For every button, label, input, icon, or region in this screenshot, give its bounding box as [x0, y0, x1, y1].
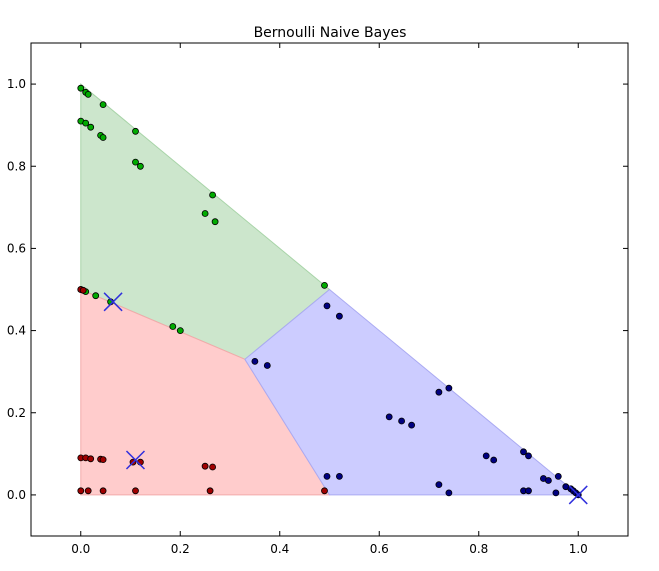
- point-s2-9: [482, 452, 490, 460]
- point-s0-15: [321, 281, 328, 289]
- x-tick-label-5: 1.0: [569, 542, 588, 556]
- x-tick-label-4: 0.8: [469, 542, 488, 556]
- point-s2-23: [445, 489, 453, 497]
- plot-frame: [30, 42, 629, 537]
- point-s2-10: [490, 456, 498, 464]
- point-s2-25: [525, 487, 532, 495]
- x-tick-label-0: 0.0: [71, 542, 90, 556]
- point-s2-21: [552, 489, 560, 497]
- point-s0-5: [87, 123, 95, 131]
- y-tick-label-4: 0.8: [7, 159, 26, 173]
- point-s2-26: [323, 472, 331, 480]
- centroid-marker-1: [125, 450, 146, 470]
- point-s0-20: [169, 323, 177, 330]
- point-s0-10: [132, 158, 139, 166]
- centroid-marker-0: [103, 292, 123, 312]
- point-s0-11: [136, 162, 144, 170]
- point-s2-4: [435, 388, 443, 396]
- point-s1-8: [84, 487, 92, 495]
- point-s1-1: [79, 286, 87, 294]
- point-s2-7: [398, 417, 406, 425]
- point-s0-0: [77, 84, 85, 92]
- plot-area: [30, 42, 629, 537]
- marker-stroke-b: [568, 485, 588, 505]
- y-tick-label-0: 0.0: [7, 488, 26, 502]
- y-axis: 0.0 0.2 0.4 0.6 0.8 1.0: [7, 77, 628, 502]
- point-s0-12: [209, 191, 217, 199]
- centroid-marker-2: [568, 485, 588, 505]
- point-s2-5: [445, 384, 453, 392]
- point-s1-13: [201, 462, 209, 470]
- point-s2-1: [335, 312, 343, 320]
- point-s1-14: [209, 463, 217, 471]
- point-s2-27: [335, 472, 343, 480]
- x-tick-label-2: 0.4: [270, 542, 289, 556]
- point-s2-22: [435, 481, 443, 489]
- point-s0-2: [84, 91, 92, 98]
- point-s2-14: [545, 477, 552, 484]
- y-tick-label-3: 0.6: [7, 241, 26, 255]
- point-s2-8: [408, 421, 416, 429]
- point-s1-15: [206, 487, 214, 495]
- point-s0-4: [82, 119, 90, 127]
- point-s1-16: [321, 487, 328, 495]
- point-s0-14: [211, 218, 219, 226]
- point-s2-15: [554, 472, 562, 480]
- y-tick-label-5: 1.0: [7, 77, 26, 91]
- marker-stroke-b: [103, 292, 123, 312]
- x-axis: 0.0 0.2 0.4 0.6 0.8 1.0: [71, 43, 588, 556]
- centroid-markers: [103, 292, 588, 505]
- point-s0-13: [201, 210, 209, 217]
- point-s2-0: [323, 302, 331, 310]
- point-s2-12: [525, 452, 532, 460]
- data-points: [77, 84, 582, 499]
- x-tick-label-1: 0.2: [171, 542, 190, 556]
- point-s0-18: [92, 292, 100, 300]
- point-s0-21: [176, 327, 184, 335]
- point-s0-7: [99, 134, 107, 141]
- point-s1-6: [99, 456, 107, 464]
- point-s2-2: [251, 357, 259, 365]
- point-s2-6: [385, 413, 393, 421]
- y-tick-label-1: 0.2: [7, 406, 26, 420]
- point-s0-9: [132, 127, 139, 135]
- point-s1-9: [99, 487, 107, 495]
- point-s2-11: [520, 448, 527, 456]
- marker-stroke-b: [125, 450, 146, 470]
- x-tick-label-3: 0.6: [370, 542, 389, 556]
- point-s1-12: [132, 487, 139, 495]
- y-tick-label-2: 0.4: [7, 324, 26, 338]
- chart-title: Bernoulli Naive Bayes: [254, 25, 407, 41]
- point-s2-3: [263, 362, 271, 369]
- point-s1-7: [77, 487, 85, 495]
- point-s1-4: [87, 455, 95, 463]
- point-s0-8: [99, 101, 107, 108]
